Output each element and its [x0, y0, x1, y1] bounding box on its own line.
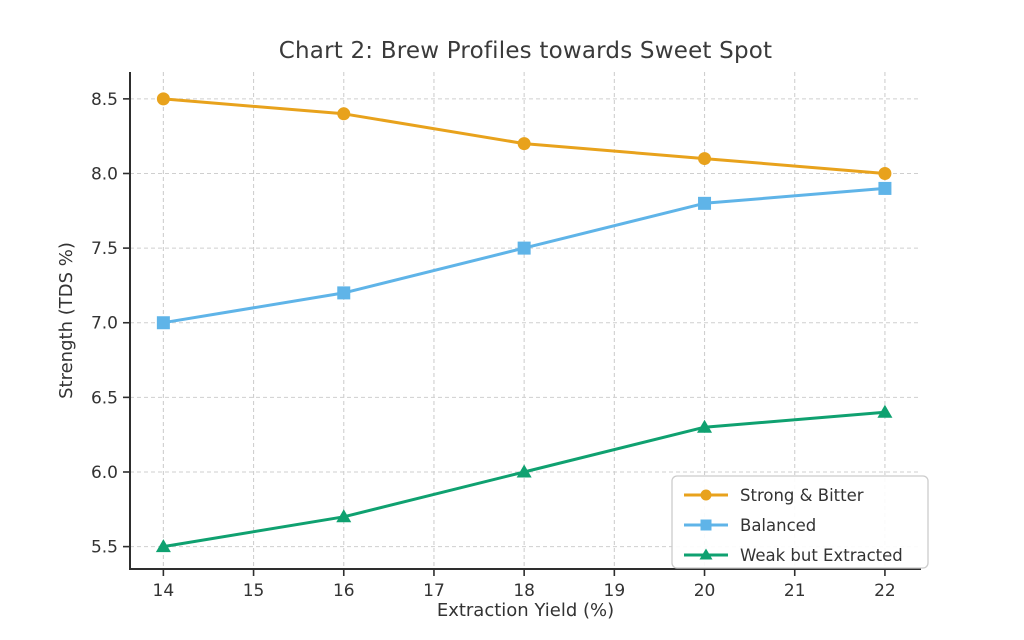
- data-point: [337, 286, 351, 300]
- x-tick-label: 14: [153, 581, 175, 601]
- legend-marker: [700, 489, 712, 501]
- y-tick-label: 5.5: [91, 538, 118, 558]
- x-tick-label: 22: [874, 581, 896, 601]
- data-point: [877, 404, 893, 418]
- data-point: [517, 137, 531, 151]
- legend-box: [671, 475, 929, 569]
- data-point: [698, 152, 712, 166]
- x-tick-label: 15: [243, 581, 265, 601]
- legend-marker: [700, 519, 712, 531]
- x-tick-label: 18: [513, 581, 535, 601]
- legend-label: Strong & Bitter: [740, 486, 864, 505]
- y-axis-label: Strength (TDS %): [56, 242, 77, 399]
- y-tick-label: 8.5: [91, 90, 118, 110]
- data-point: [698, 196, 712, 210]
- data-point: [337, 107, 351, 121]
- y-tick-label: 8.0: [91, 164, 118, 184]
- y-tick-label: 6.5: [91, 388, 118, 408]
- x-tick-label: 19: [604, 581, 626, 601]
- data-point: [878, 166, 892, 180]
- y-tick-label: 7.0: [91, 314, 118, 334]
- legend-marker: [699, 548, 713, 560]
- data-point: [697, 419, 713, 433]
- legend-label: Balanced: [740, 516, 816, 535]
- data-point: [156, 92, 170, 106]
- legend-label: Weak but Extracted: [740, 546, 903, 565]
- x-tick-label: 20: [694, 581, 716, 601]
- data-point: [516, 464, 532, 478]
- data-point: [336, 509, 352, 523]
- x-tick-label: 17: [423, 581, 445, 601]
- x-tick-label: 16: [333, 581, 355, 601]
- x-axis-label: Extraction Yield (%): [437, 600, 614, 621]
- data-point: [878, 181, 892, 195]
- x-tick-label: 21: [784, 581, 806, 601]
- data-point: [517, 241, 531, 255]
- data-point: [155, 539, 171, 553]
- data-point: [156, 316, 170, 330]
- chart-title: Chart 2: Brew Profiles towards Sweet Spo…: [278, 38, 773, 64]
- y-tick-label: 7.5: [91, 239, 118, 259]
- y-tick-label: 6.0: [91, 463, 118, 483]
